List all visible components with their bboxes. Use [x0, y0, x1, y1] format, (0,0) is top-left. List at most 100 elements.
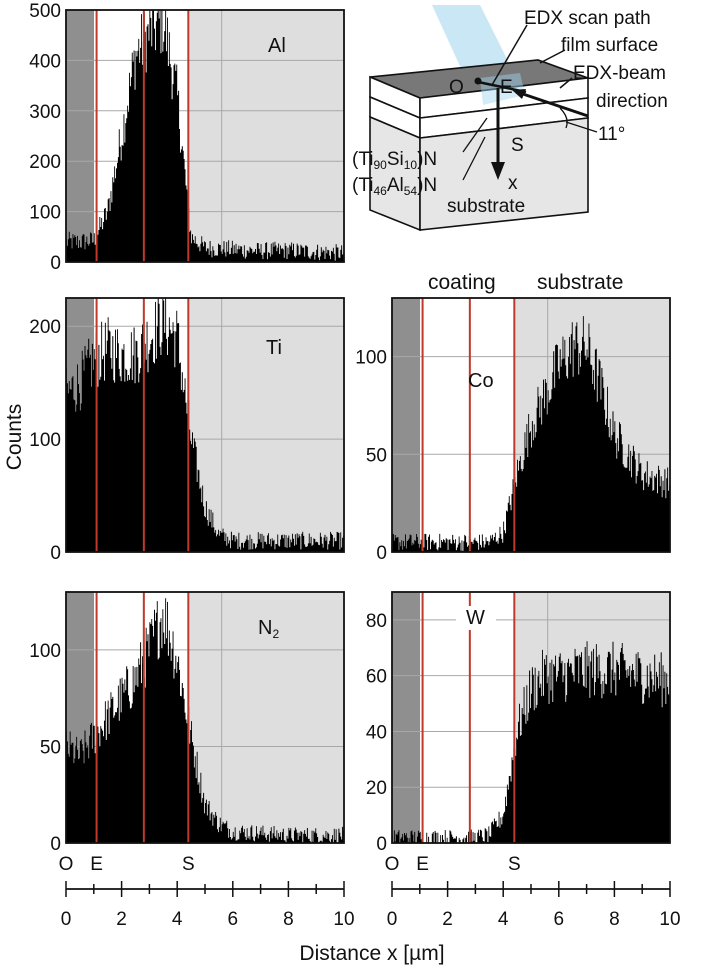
- y-tick-label: 500: [29, 1, 61, 22]
- scan-path-label: EDX scan path: [524, 8, 651, 29]
- panel-frame: [391, 591, 671, 844]
- layer2-label: (Ti46Al54)N: [352, 175, 437, 198]
- schematic: EDX scan path film surface EDX-beam dire…: [352, 5, 668, 232]
- y-tick-label: 100: [29, 203, 61, 224]
- x-tick-label: 4: [172, 909, 183, 930]
- charts-layer: 0100200300400500Al0100200Ti050100N205010…: [29, 1, 680, 930]
- beam-direction-leader: [559, 77, 573, 89]
- chart-panel-w: 0 20 40 60 80 W: [366, 591, 671, 855]
- film-surface-leader: [539, 49, 566, 64]
- histogram-bars: [66, 10, 344, 262]
- y-tick-label: 100: [29, 641, 61, 662]
- y-tick-label: 300: [29, 102, 61, 123]
- y-tick-label: 0: [376, 834, 387, 855]
- substrate-region: [188, 298, 344, 552]
- layer1-label: (Ti90Si10)N: [352, 149, 437, 172]
- marker-label-s: S: [182, 854, 195, 875]
- histogram-bars: [66, 298, 344, 552]
- y-tick-label: 0: [376, 543, 387, 564]
- x-tick-label: 10: [659, 909, 680, 930]
- point-e-label: E: [500, 77, 513, 98]
- chart-panel-co: 0 50 100 Co: [355, 297, 671, 564]
- point-o-dot: [474, 77, 482, 85]
- panel-frame: [391, 297, 671, 553]
- x-axis-arrowhead: [491, 162, 505, 180]
- y-tick-label: 100: [29, 430, 61, 451]
- panel-frame: [65, 9, 345, 263]
- element-label: N2: [258, 617, 279, 641]
- panel-frame: [65, 297, 345, 553]
- y-axis-title: Counts: [3, 404, 26, 471]
- layer1-leader: [462, 117, 488, 153]
- chart-panel-ti: 0 100 200 Ti: [29, 297, 345, 564]
- marker-label-o: O: [385, 854, 400, 875]
- element-label: Co: [468, 370, 494, 392]
- histogram-bars: [392, 641, 670, 843]
- beam-arrow-line: [519, 91, 589, 118]
- x-tick-label: 8: [609, 909, 620, 930]
- x-tick-label: 4: [498, 909, 509, 930]
- x-tick-label: 8: [283, 909, 294, 930]
- y-tick-label: 400: [29, 51, 61, 72]
- panel-frame: [65, 591, 345, 844]
- element-label: Ti: [266, 337, 282, 359]
- x-tick-label: 6: [228, 909, 239, 930]
- histogram-bars: [392, 316, 670, 552]
- marker-label-e: E: [416, 854, 429, 875]
- x-tick-label: 2: [116, 909, 127, 930]
- substrate-region: [188, 10, 344, 262]
- angle-leader: [565, 121, 598, 133]
- marker-label-s: S: [508, 854, 521, 875]
- y-tick-label: 100: [355, 348, 387, 369]
- x-tick-label: 10: [333, 909, 354, 930]
- y-tick-label: 0: [50, 253, 61, 274]
- y-tick-label: 200: [29, 317, 61, 338]
- substrate-region: [188, 592, 344, 843]
- y-tick-label: 60: [366, 667, 387, 688]
- outside-region: [66, 10, 95, 262]
- point-o-label: O: [449, 77, 464, 98]
- substrate-region-label: substrate: [537, 271, 623, 294]
- element-label-bg: [456, 606, 496, 630]
- x-axis-title: Distance x [µm]: [299, 942, 444, 965]
- angle-arc: [559, 107, 568, 129]
- outside-region: [392, 298, 421, 552]
- element-label: Al: [268, 35, 286, 57]
- point-s-label: S: [511, 135, 524, 156]
- schematic-substrate-label: substrate: [447, 196, 525, 217]
- x-tick-label: 0: [61, 909, 72, 930]
- scan-path-leader: [491, 24, 528, 86]
- y-tick-label: 20: [366, 778, 387, 799]
- coating-region: [420, 592, 515, 843]
- chart-panel-al: 0 100 200 300 400 500 Al: [29, 1, 345, 274]
- beam-direction-label-1: EDX-beam: [573, 63, 666, 84]
- beam-overlay: [480, 73, 525, 105]
- histogram-bars: [66, 598, 344, 843]
- y-tick-label: 0: [50, 834, 61, 855]
- x-tick-label: 2: [442, 909, 453, 930]
- x-tick-label: 0: [387, 909, 398, 930]
- y-tick-label: 50: [366, 445, 387, 466]
- marker-label-e: E: [90, 854, 103, 875]
- film-surface-label: film surface: [561, 35, 658, 56]
- x-tick-label: 6: [554, 909, 565, 930]
- y-tick-label: 200: [29, 152, 61, 173]
- chart-panel-n2: 0 50 100 N2: [29, 591, 345, 855]
- layer2-leader: [462, 136, 486, 181]
- coating-region: [420, 298, 515, 552]
- beam-direction-label-2: direction: [596, 91, 668, 112]
- beam-arrowhead: [512, 89, 526, 99]
- y-tick-label: 0: [50, 543, 61, 564]
- y-tick-label: 50: [40, 737, 61, 758]
- x-axis-left: O E S 0 2 4 6 8 10: [59, 854, 355, 930]
- x-axis-label: x: [508, 173, 518, 194]
- y-tick-label: 80: [366, 611, 387, 632]
- outside-region: [392, 592, 421, 843]
- substrate-block-front: [419, 117, 589, 231]
- marker-label-o: O: [59, 854, 74, 875]
- x-axis-right: O E S 0 2 4 6 8 10: [385, 854, 681, 930]
- element-label: W: [466, 607, 485, 629]
- coating-region-label: coating: [428, 271, 496, 294]
- y-tick-label: 40: [366, 722, 387, 743]
